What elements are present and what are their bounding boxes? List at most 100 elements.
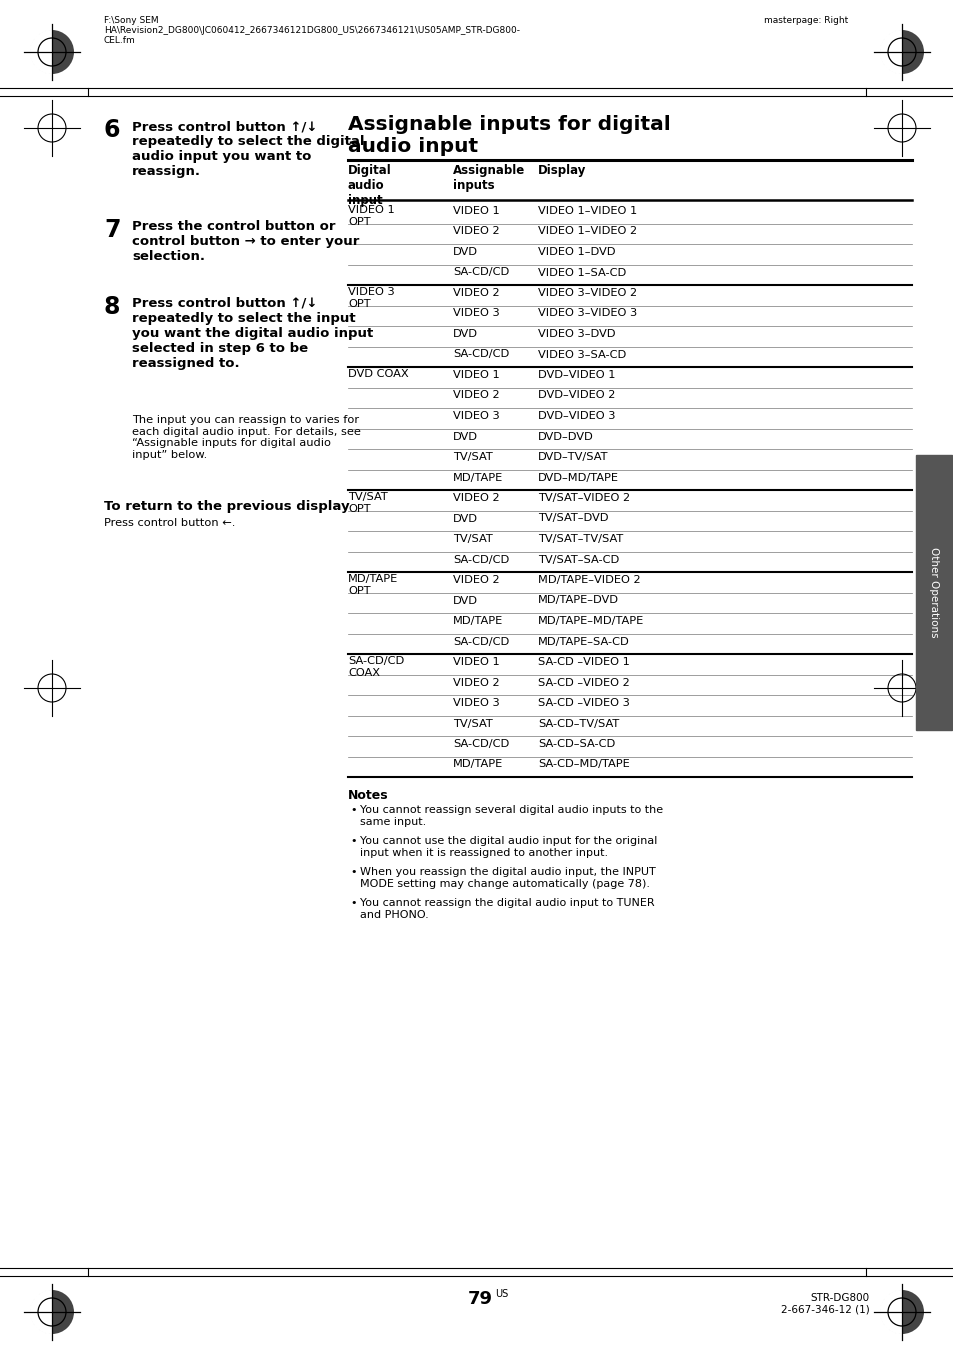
Text: VIDEO 1: VIDEO 1 [453,370,499,381]
Text: Press control button ↑/↓
repeatedly to select the input
you want the digital aud: Press control button ↑/↓ repeatedly to s… [132,297,373,370]
Text: When you reassign the digital audio input, the INPUT
MODE setting may change aut: When you reassign the digital audio inpu… [359,868,655,888]
Text: VIDEO 3–VIDEO 2: VIDEO 3–VIDEO 2 [537,288,637,297]
Text: TV/SAT–SA-CD: TV/SAT–SA-CD [537,555,618,565]
Text: SA-CD/CD: SA-CD/CD [453,739,509,749]
Text: •: • [350,868,356,877]
Text: DVD–VIDEO 1: DVD–VIDEO 1 [537,370,615,381]
Text: masterpage: Right: masterpage: Right [763,16,847,25]
Text: TV/SAT: TV/SAT [453,451,493,462]
Text: F:\Sony SEM: F:\Sony SEM [104,16,158,25]
Text: DVD COAX: DVD COAX [348,370,408,379]
Text: VIDEO 2: VIDEO 2 [453,576,499,585]
Text: HA\Revision2_DG800\JC060412_2667346121DG800_US\2667346121\US05AMP_STR-DG800-: HA\Revision2_DG800\JC060412_2667346121DG… [104,26,519,35]
Text: VIDEO 1: VIDEO 1 [453,657,499,667]
Bar [915,456,951,730]
Text: To return to the previous display: To return to the previous display [104,501,349,513]
Text: VIDEO 1: VIDEO 1 [453,206,499,216]
Text: 79: 79 [467,1290,492,1308]
Text: Display: Display [537,164,586,177]
Text: MD/TAPE: MD/TAPE [453,617,503,626]
Text: DVD–DVD: DVD–DVD [537,431,593,442]
Text: Assignable inputs for digital: Assignable inputs for digital [348,115,670,134]
Text: TV/SAT–TV/SAT: TV/SAT–TV/SAT [537,533,622,544]
Text: SA-CD/CD: SA-CD/CD [453,267,509,277]
Text: You cannot reassign several digital audio inputs to the
same input.: You cannot reassign several digital audi… [359,805,662,827]
Circle shape [879,30,923,74]
Text: TV/SAT–VIDEO 2: TV/SAT–VIDEO 2 [537,492,630,503]
Text: VIDEO 2: VIDEO 2 [453,678,499,687]
Text: DVD–VIDEO 3: DVD–VIDEO 3 [537,411,615,421]
Text: MD/TAPE–MD/TAPE: MD/TAPE–MD/TAPE [537,617,643,626]
Text: SA-CD–TV/SAT: SA-CD–TV/SAT [537,719,618,728]
Text: MD/TAPE–VIDEO 2: MD/TAPE–VIDEO 2 [537,576,640,585]
Text: The input you can reassign to varies for
each digital audio input. For details, : The input you can reassign to varies for… [132,415,360,460]
Text: MD/TAPE: MD/TAPE [453,760,503,769]
Text: 8: 8 [104,295,120,319]
Text: DVD: DVD [453,431,477,442]
Text: VIDEO 2: VIDEO 2 [453,492,499,503]
Text: US: US [495,1289,508,1299]
Circle shape [879,1290,923,1334]
Text: Press the control button or
control button → to enter your
selection.: Press the control button or control butt… [132,220,359,263]
Text: DVD–TV/SAT: DVD–TV/SAT [537,451,608,462]
Text: VIDEO 3
OPT: VIDEO 3 OPT [348,286,395,308]
Text: DVD: DVD [453,329,477,340]
Text: VIDEO 1–DVD: VIDEO 1–DVD [537,247,615,256]
Text: TV/SAT
OPT: TV/SAT OPT [348,492,387,514]
Text: CEL.fm: CEL.fm [104,35,135,45]
Text: •: • [350,836,356,846]
Text: VIDEO 1–SA-CD: VIDEO 1–SA-CD [537,267,625,277]
Text: SA-CD–MD/TAPE: SA-CD–MD/TAPE [537,760,629,769]
Text: You cannot reassign the digital audio input to TUNER
and PHONO.: You cannot reassign the digital audio in… [359,898,654,919]
Text: Notes: Notes [348,788,388,802]
Text: SA-CD –VIDEO 2: SA-CD –VIDEO 2 [537,678,629,687]
Text: Press control button ↑/↓
repeatedly to select the digital
audio input you want t: Press control button ↑/↓ repeatedly to s… [132,120,364,177]
Text: 7: 7 [104,218,120,241]
Text: Other Operations: Other Operations [928,547,938,638]
Text: TV/SAT: TV/SAT [453,719,493,728]
Text: DVD: DVD [453,513,477,524]
Text: You cannot use the digital audio input for the original
input when it is reassig: You cannot use the digital audio input f… [359,836,657,858]
Text: VIDEO 1
OPT: VIDEO 1 OPT [348,205,395,226]
Polygon shape [879,30,901,74]
Text: VIDEO 2: VIDEO 2 [453,390,499,401]
Text: DVD–VIDEO 2: DVD–VIDEO 2 [537,390,615,401]
Text: DVD: DVD [453,247,477,256]
Text: SA-CD/CD: SA-CD/CD [453,349,509,360]
Text: DVD: DVD [453,596,477,606]
Text: SA-CD/CD: SA-CD/CD [453,555,509,565]
Text: SA-CD –VIDEO 1: SA-CD –VIDEO 1 [537,657,629,667]
Text: STR-DG800
2-667-346-12 (1): STR-DG800 2-667-346-12 (1) [781,1293,869,1315]
Text: VIDEO 2: VIDEO 2 [453,226,499,236]
Text: VIDEO 1–VIDEO 1: VIDEO 1–VIDEO 1 [537,206,637,216]
Text: VIDEO 3–DVD: VIDEO 3–DVD [537,329,615,340]
Text: VIDEO 3: VIDEO 3 [453,411,499,421]
Text: MD/TAPE
OPT: MD/TAPE OPT [348,574,397,596]
Circle shape [30,1290,74,1334]
Text: MD/TAPE: MD/TAPE [453,472,503,483]
Text: audio input: audio input [348,136,477,155]
Text: •: • [350,898,356,908]
Text: VIDEO 3: VIDEO 3 [453,698,499,708]
Text: SA-CD/CD: SA-CD/CD [453,637,509,647]
Polygon shape [30,30,52,74]
Text: MD/TAPE–DVD: MD/TAPE–DVD [537,596,618,606]
Text: TV/SAT–DVD: TV/SAT–DVD [537,513,608,524]
Text: DVD–MD/TAPE: DVD–MD/TAPE [537,472,618,483]
Text: VIDEO 3: VIDEO 3 [453,308,499,319]
Text: •: • [350,805,356,816]
Text: VIDEO 2: VIDEO 2 [453,288,499,297]
Polygon shape [30,1290,52,1334]
Text: Digital
audio
input: Digital audio input [348,164,392,207]
Text: Press control button ←.: Press control button ←. [104,518,235,528]
Text: Assignable
inputs: Assignable inputs [453,164,525,192]
Text: SA-CD/CD
COAX: SA-CD/CD COAX [348,656,404,678]
Text: VIDEO 1–VIDEO 2: VIDEO 1–VIDEO 2 [537,226,637,236]
Text: MD/TAPE–SA-CD: MD/TAPE–SA-CD [537,637,629,647]
Text: 6: 6 [104,119,120,142]
Text: VIDEO 3–VIDEO 3: VIDEO 3–VIDEO 3 [537,308,637,319]
Text: VIDEO 3–SA-CD: VIDEO 3–SA-CD [537,349,625,360]
Polygon shape [879,1290,901,1334]
Text: SA-CD–SA-CD: SA-CD–SA-CD [537,739,615,749]
Text: SA-CD –VIDEO 3: SA-CD –VIDEO 3 [537,698,629,708]
